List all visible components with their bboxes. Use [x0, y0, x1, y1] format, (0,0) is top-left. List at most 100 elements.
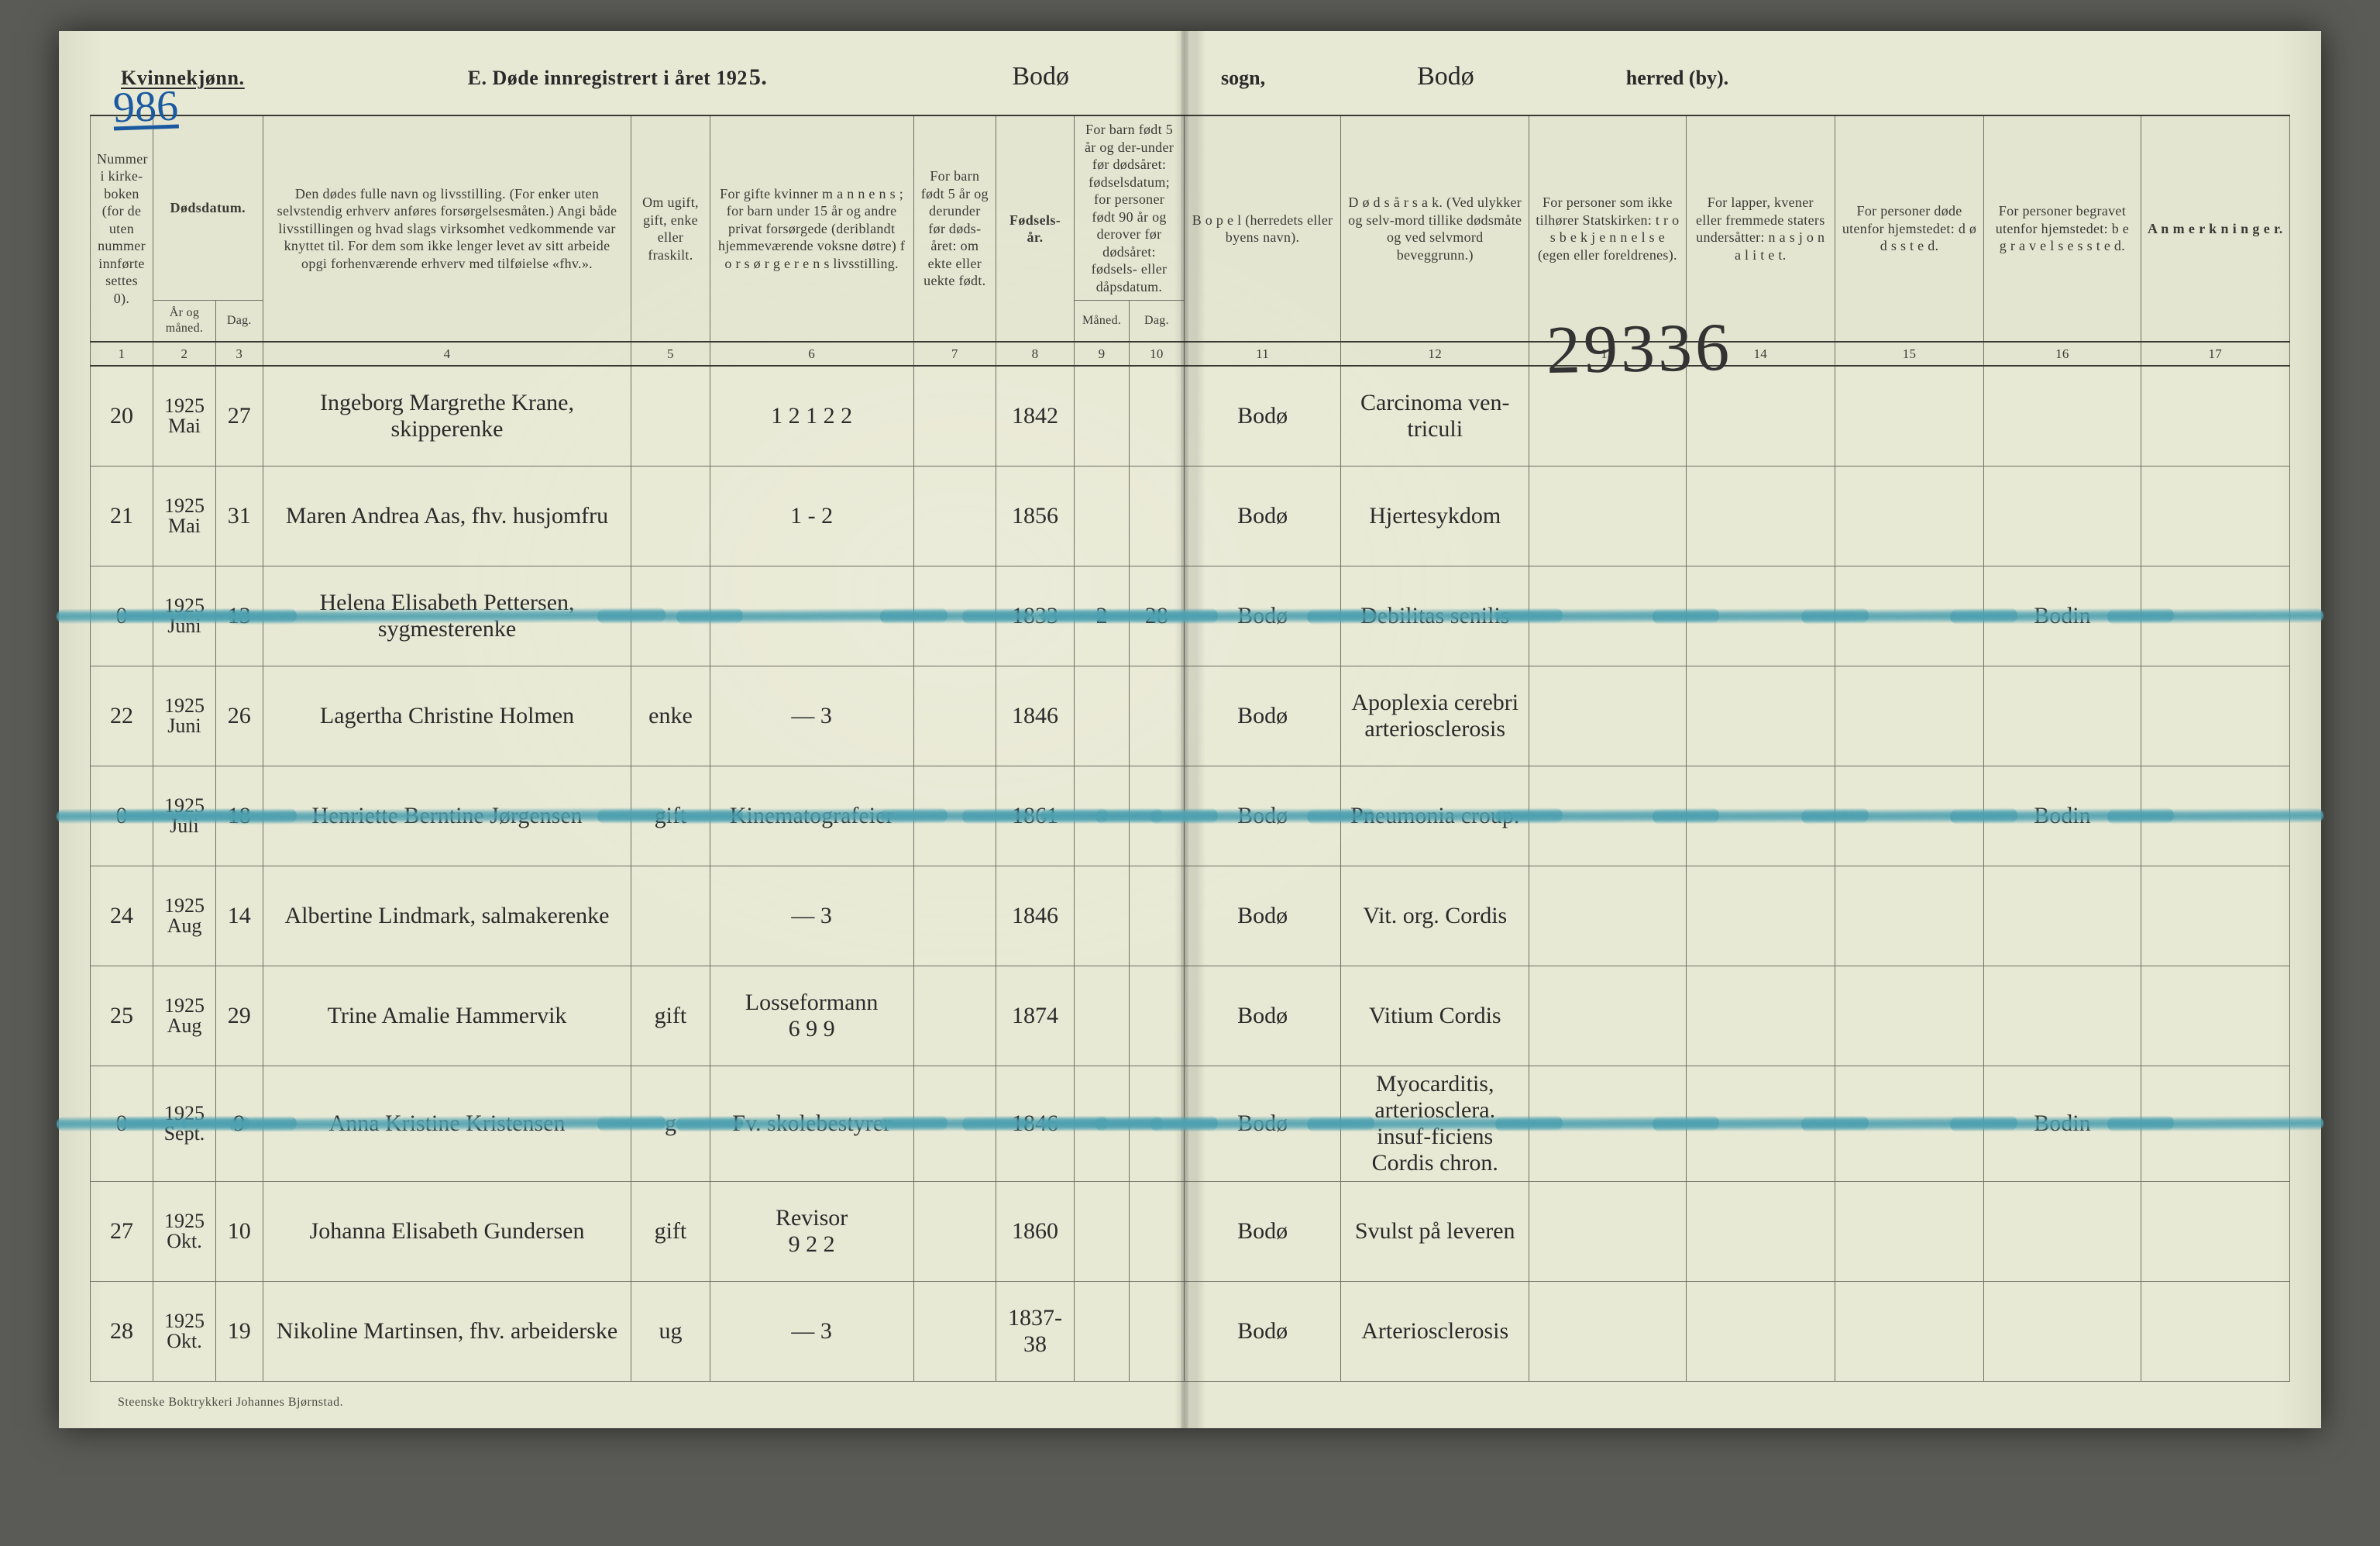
cell: Bodø	[1184, 467, 1340, 566]
cell	[1529, 766, 1686, 866]
cell	[1130, 866, 1185, 966]
cell	[1075, 1066, 1130, 1182]
ledger-sheet: Kvinnekjønn. E. Døde innregistrert i åre…	[59, 31, 2321, 1428]
cell: 1925Aug	[153, 966, 215, 1066]
table-row: 281925Okt.19Nikoline Martinsen, fhv. arb…	[91, 1282, 2290, 1382]
cell: Bodø	[1184, 566, 1340, 666]
cell: Helena Elisabeth Pettersen, sygmesterenk…	[263, 566, 631, 666]
cell: 2	[1075, 566, 1130, 666]
cell: Nikoline Martinsen, fhv. arbeiderske	[263, 1282, 631, 1382]
cell: 0	[91, 566, 153, 666]
table-row: 201925Mai27Ingeborg Margrethe Krane, ski…	[91, 366, 2290, 467]
cell	[2141, 1282, 2289, 1382]
cell	[1075, 1182, 1130, 1282]
cell	[631, 866, 710, 966]
cell: 1925Okt.	[153, 1182, 215, 1282]
cell	[2141, 467, 2289, 566]
cell	[2141, 1182, 2289, 1282]
cell: Pneumonia croup.	[1341, 766, 1529, 866]
cell: Fv. skolebestyrer	[710, 1066, 913, 1182]
ledger-table: Nummer i kirke-boken (for de uten nummer…	[90, 115, 2290, 1382]
col-header-label: A n m e r k n i n g e r.	[2148, 221, 2283, 236]
cell: 31	[215, 467, 263, 566]
col-number: 4	[263, 342, 631, 366]
cell	[913, 1282, 996, 1382]
cell: — 3	[710, 866, 913, 966]
cell: 0	[91, 1066, 153, 1182]
col-header: For barn født 5 år og derunder før døds-…	[913, 115, 996, 342]
cell: 27	[215, 366, 263, 467]
cell: Apoplexia cerebri arteriosclerosis	[1341, 666, 1529, 766]
cell: Myocarditis, arteriosclera. insuf-ficien…	[1341, 1066, 1529, 1182]
col-header: For barn født 5 år og der-under før døds…	[1075, 115, 1185, 301]
page-title: E. Døde innregistrert i året 1925.	[468, 64, 768, 91]
cell	[1686, 467, 1835, 566]
cell	[1075, 966, 1130, 1066]
cell: Debilitas senilis	[1341, 566, 1529, 666]
col-number: 5	[631, 342, 710, 366]
cell: 19	[215, 1282, 263, 1382]
cell: 14	[215, 866, 263, 966]
cell: Johanna Elisabeth Gundersen	[263, 1182, 631, 1282]
cell	[2141, 766, 2289, 866]
cell	[710, 566, 913, 666]
cell	[913, 467, 996, 566]
cell	[1075, 766, 1130, 866]
cell	[913, 866, 996, 966]
cell	[1686, 366, 1835, 467]
cell	[631, 467, 710, 566]
table-row: 01925Juli18Henriette Berntine Jørgenseng…	[91, 766, 2290, 866]
table-row: 211925Mai31Maren Andrea Aas, fhv. husjom…	[91, 467, 2290, 566]
cell	[1130, 666, 1185, 766]
cell: 22	[91, 666, 153, 766]
cell	[1686, 1282, 1835, 1382]
cell: 1 - 2	[710, 467, 913, 566]
cell: 26	[215, 666, 263, 766]
cell: 1925Juni	[153, 566, 215, 666]
cell	[1835, 866, 1983, 966]
cell	[1130, 467, 1185, 566]
cell: 1833	[996, 566, 1074, 666]
col-header-label: Fødsels-år.	[1009, 212, 1061, 246]
cell: Arteriosclerosis	[1341, 1282, 1529, 1382]
col-number: 1	[91, 342, 153, 366]
cell: Bodø	[1184, 1066, 1340, 1182]
cell: 28	[1130, 566, 1185, 666]
cell	[1075, 1282, 1130, 1382]
cell: Lagertha Christine Holmen	[263, 666, 631, 766]
cell	[1529, 1066, 1686, 1182]
printer-footer: Steenske Boktrykkeri Johannes Bjørnstad.	[118, 1396, 343, 1410]
cell: Bodø	[1184, 666, 1340, 766]
col-header: D ø d s å r s a k. (Ved ulykker og selv-…	[1341, 115, 1529, 342]
cell: Bodø	[1184, 366, 1340, 467]
cell: Carcinoma ven-triculi	[1341, 366, 1529, 467]
cell	[1984, 1282, 2141, 1382]
cell	[1835, 966, 1983, 1066]
col-number: 11	[1184, 342, 1340, 366]
col-header: A n m e r k n i n g e r.	[2141, 115, 2289, 342]
cell	[2141, 866, 2289, 966]
cell: Henriette Berntine Jørgensen	[263, 766, 631, 866]
cell	[1984, 467, 2141, 566]
col-header-label: Dødsdatum.	[170, 200, 246, 215]
cell	[1529, 366, 1686, 467]
cell	[2141, 966, 2289, 1066]
col-number: 15	[1835, 342, 1983, 366]
cell: Bodin	[1984, 566, 2141, 666]
cell: — 3	[710, 1282, 913, 1382]
cell	[1984, 666, 2141, 766]
cell	[1835, 366, 1983, 467]
cell	[913, 1182, 996, 1282]
cell	[2141, 666, 2289, 766]
table-row: 241925Aug14Albertine Lindmark, salmakere…	[91, 866, 2290, 966]
cell	[913, 666, 996, 766]
col-number: 7	[913, 342, 996, 366]
cell	[1835, 566, 1983, 666]
cell: Bodø	[1184, 866, 1340, 966]
cell: 1856	[996, 467, 1074, 566]
cell: 1846	[996, 666, 1074, 766]
cell	[1686, 1182, 1835, 1282]
cell	[1984, 966, 2141, 1066]
cell: gift	[631, 1182, 710, 1282]
cell: 29	[215, 966, 263, 1066]
